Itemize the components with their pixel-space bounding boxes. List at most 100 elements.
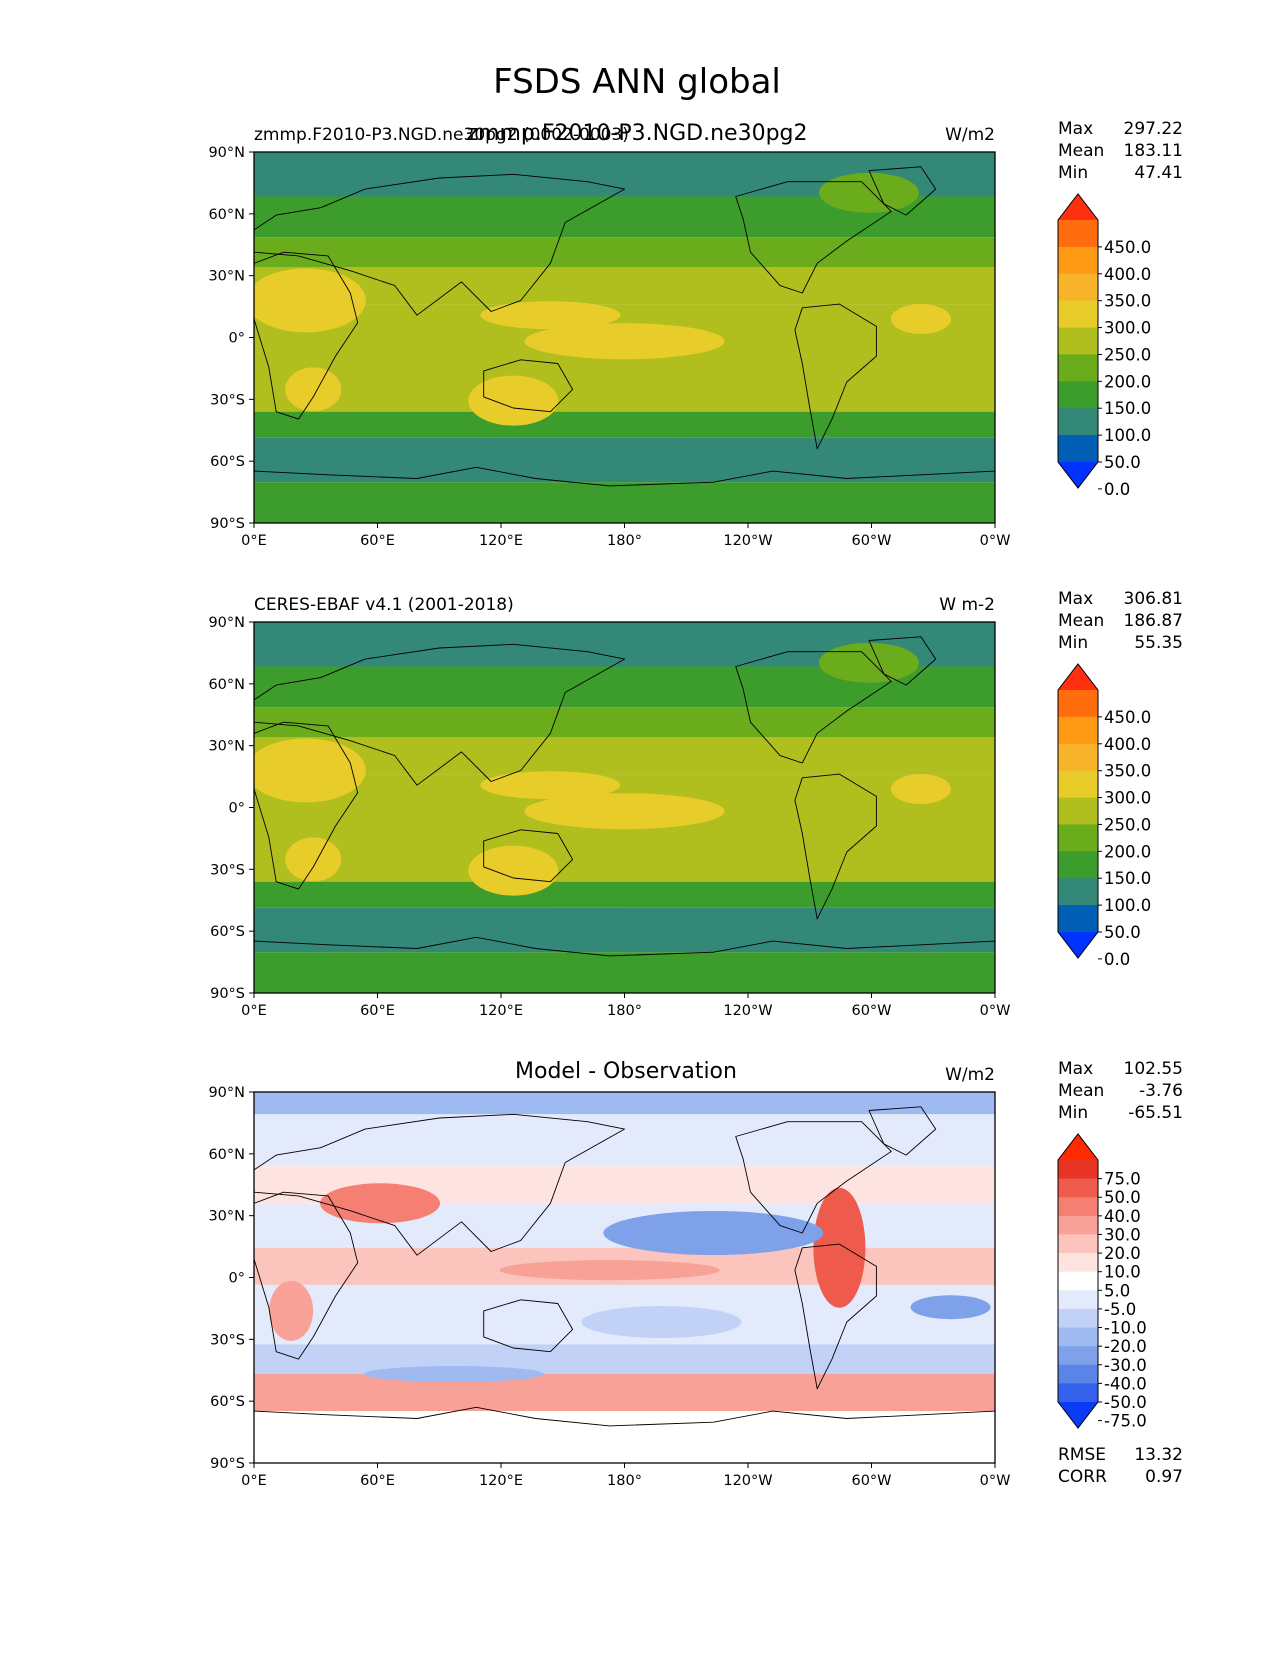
colorbar-tick-label: 200.0 (1104, 372, 1151, 391)
map-field-region (819, 172, 919, 213)
coastline-africa (254, 1191, 359, 1360)
colorbar-tick-label: 200.0 (1104, 842, 1151, 861)
panel-test-title: zmmp.F2010-P3.NGD.ne30pg2 (466, 121, 807, 146)
colorbar-tick-label: -50.0 (1104, 1393, 1147, 1412)
lat-tick-label: 90°N (208, 1085, 245, 1101)
colorbar-tick-label: 50.0 (1104, 923, 1141, 942)
map-field-region (524, 323, 725, 360)
colorbar-swatch (1058, 851, 1098, 879)
metric-rmse-value: 13.32 (1134, 1445, 1183, 1465)
coastline-greenland (868, 636, 937, 686)
colorbar-swatch (1058, 408, 1098, 436)
colorbar-tick-label: -75.0 (1104, 1412, 1147, 1431)
panel-difference-lat-ticks: 90°N 60°N 30°N 0° 30°S 60°S 90°S (208, 1085, 254, 1472)
panel-difference-colorbar: 75.050.040.030.020.010.05.0-5.0-10.0-20.… (1057, 1133, 1147, 1431)
colorbar-swatch (1058, 1234, 1098, 1254)
colorbar-swatch (1058, 905, 1098, 933)
map-band (254, 737, 995, 775)
coastline-australia (483, 1299, 574, 1353)
map-band (254, 482, 995, 523)
colorbar-tick-label: 150.0 (1104, 399, 1151, 418)
map-band (254, 1344, 995, 1374)
coastline-australia (483, 829, 574, 883)
panel-test-units: W/m2 (945, 125, 995, 145)
colorbar-tick-label: 30.0 (1104, 1225, 1141, 1244)
stat-min-value: -65.51 (1128, 1103, 1183, 1123)
lon-tick-label: 180° (607, 1473, 642, 1489)
lat-tick-label: 90°N (208, 145, 245, 161)
map-band (254, 1411, 995, 1463)
stat-max-label: Max (1058, 589, 1093, 609)
colorbar-swatch (1058, 878, 1098, 906)
figure-title: FSDS ANN global (493, 62, 781, 102)
stat-max-label: Max (1058, 119, 1093, 139)
panel-test-colorbar: 450.0 400.0 350.0 300.0 250.0 200.0 150.0 100.0… (1057, 193, 1151, 499)
lat-tick-label: 90°S (210, 986, 245, 1002)
map-field-region (813, 1187, 866, 1308)
stat-mean-label: Mean (1058, 611, 1104, 631)
colorbar-swatch (1058, 824, 1098, 852)
lon-tick-label: 120°E (479, 1473, 523, 1489)
colorbar-extend-max (1058, 664, 1098, 690)
colorbar-swatch (1058, 1253, 1098, 1273)
panel-difference-map (253, 1091, 996, 1464)
panel-reference-lon-ticks: 0°E 60°E 120°E 180° 120°W 60°W 0°W (241, 993, 1010, 1019)
lat-tick-label: 30°N (208, 739, 245, 755)
colorbar-swatch (1058, 246, 1098, 275)
metric-rmse-label: RMSE (1058, 1445, 1106, 1465)
coastline-australia (483, 359, 574, 413)
lat-tick-label: 0° (229, 1271, 245, 1287)
panel-difference-lon-ticks: 0°E 60°E 120°E 180° 120°W 60°W 0°W (241, 1463, 1010, 1489)
colorbar-swatch (1058, 743, 1098, 772)
colorbar-tick-label: -5.0 (1104, 1300, 1136, 1319)
colorbar-tick-label: 40.0 (1104, 1207, 1141, 1226)
coastline-greenland (868, 1106, 937, 1156)
colorbar-swatch (1058, 1383, 1098, 1403)
stat-max-value: 306.81 (1124, 589, 1183, 609)
map-field-region (254, 268, 366, 333)
colorbar-swatch (1058, 220, 1098, 248)
colorbar-tick-label: 10.0 (1104, 1263, 1141, 1282)
coastline-samerica (794, 773, 877, 920)
lon-tick-label: 60°E (360, 533, 395, 549)
map-band (254, 952, 995, 993)
colorbar-tick-label: 50.0 (1104, 1188, 1141, 1207)
panel-difference-units: W/m2 (945, 1065, 995, 1085)
colorbar-swatch (1058, 1364, 1098, 1384)
map-band (254, 411, 995, 438)
map-field-region (285, 367, 342, 412)
lat-tick-label: 90°N (208, 615, 245, 631)
lat-tick-label: 60°S (210, 454, 245, 470)
colorbar-tick-label: 250.0 (1104, 345, 1151, 364)
panel-difference: Model - Observation W/m2 90°N 60°N 30°N 0° 3… (208, 1059, 1183, 1489)
stat-mean-value: 183.11 (1124, 141, 1183, 161)
map-field-region (499, 1260, 720, 1281)
map-field-region (890, 774, 951, 804)
map-band (254, 237, 995, 267)
panel-reference-stats: Max 306.81 Mean 186.87 Min 55.35 (1058, 589, 1183, 653)
colorbar-tick-label: 150.0 (1104, 869, 1151, 888)
colorbar-tick-label: 100.0 (1104, 896, 1151, 915)
lon-tick-label: 120°W (723, 533, 772, 549)
colorbar-swatch (1058, 327, 1098, 355)
colorbar-swatch (1058, 1327, 1098, 1347)
lat-tick-label: 0° (229, 801, 245, 817)
metric-corr-value: 0.97 (1145, 1467, 1183, 1487)
colorbar-tick-label: 50.0 (1104, 453, 1141, 472)
map-band (254, 267, 995, 305)
panel-test-stats: Max 297.22 Mean 183.11 Min 47.41 (1058, 119, 1183, 183)
coastline-samerica (794, 1243, 877, 1390)
coastline-eurasia (254, 173, 625, 316)
colorbar-swatch (1058, 354, 1098, 382)
lon-tick-label: 60°W (851, 1003, 891, 1019)
colorbar-extend-max (1058, 194, 1098, 220)
lon-tick-label: 0°E (241, 1473, 267, 1489)
coastline-antarctica (254, 466, 995, 523)
coastline-greenland (868, 166, 937, 216)
lon-tick-label: 120°W (723, 1003, 772, 1019)
coastline-namerica (735, 1121, 892, 1234)
lon-tick-label: 60°E (360, 1003, 395, 1019)
colorbar-tick-label: 300.0 (1104, 319, 1151, 338)
colorbar-tick-label: 100.0 (1104, 426, 1151, 445)
map-field-region (269, 1280, 314, 1341)
